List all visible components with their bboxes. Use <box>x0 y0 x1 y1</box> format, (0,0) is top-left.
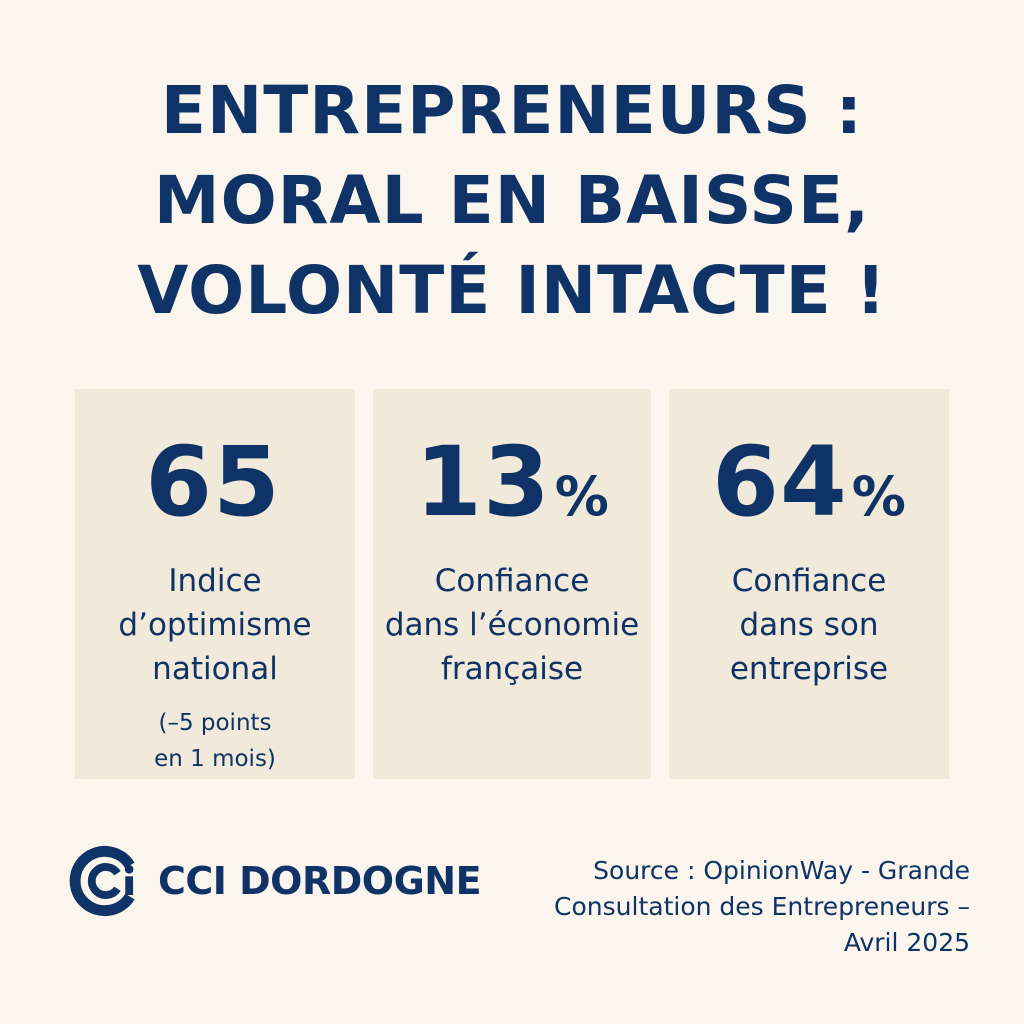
stat-note: (–5 points en 1 mois) <box>75 705 355 777</box>
stat-label-line: entreprise <box>729 651 889 687</box>
stat-label-line: d’optimisme <box>118 607 312 643</box>
cci-logo-icon <box>69 845 135 917</box>
cci-logo: CCI DORDOGNE <box>66 842 482 922</box>
logo-text: CCI DORDOGNE <box>158 859 482 903</box>
source-line: Source : OpinionWay - Grande <box>593 856 970 885</box>
stat-note-line: (–5 points <box>158 710 272 736</box>
stat-label-line: dans l’économie <box>384 607 640 643</box>
stat-label: Confiance dans son entreprise <box>669 559 949 691</box>
source-line: Consultation des Entrepreneurs – <box>554 892 970 921</box>
stat-note-line: en 1 mois) <box>154 746 276 772</box>
headline-line-2: MORAL EN BAISSE, <box>153 162 871 239</box>
stat-value: 13% <box>373 427 651 537</box>
stat-number: 65 <box>145 426 281 538</box>
source-line: Avril 2025 <box>843 928 970 957</box>
stat-card-optimism: 65 Indice d’optimisme national (–5 point… <box>75 389 355 779</box>
headline-line-3: VOLONTÉ INTACTE ! <box>137 252 887 329</box>
stat-number: 64 <box>712 426 848 538</box>
stat-label: Confiance dans l’économie française <box>373 559 651 691</box>
stat-label-line: dans son <box>739 607 879 643</box>
stat-value: 64% <box>669 427 949 537</box>
stat-label-line: Indice <box>168 563 262 599</box>
headline-line-1: ENTREPRENEURS : <box>160 72 864 149</box>
stat-value: 65 <box>75 427 355 537</box>
stat-label-line: Confiance <box>731 563 887 599</box>
stat-label: Indice d’optimisme national <box>75 559 355 691</box>
stat-number: 13 <box>415 426 551 538</box>
stat-unit: % <box>554 465 609 528</box>
stat-label-line: Confiance <box>434 563 590 599</box>
stat-card-company-confidence: 64% Confiance dans son entreprise <box>669 389 949 779</box>
stat-card-economy-confidence: 13% Confiance dans l’économie française <box>373 389 651 779</box>
stat-unit: % <box>851 465 906 528</box>
source-citation: Source : OpinionWay - Grande Consultatio… <box>470 853 970 961</box>
stat-label-line: national <box>152 651 278 687</box>
headline: ENTREPRENEURS : MORAL EN BAISSE, VOLONTÉ… <box>0 66 1024 336</box>
stat-label-line: française <box>440 651 584 687</box>
